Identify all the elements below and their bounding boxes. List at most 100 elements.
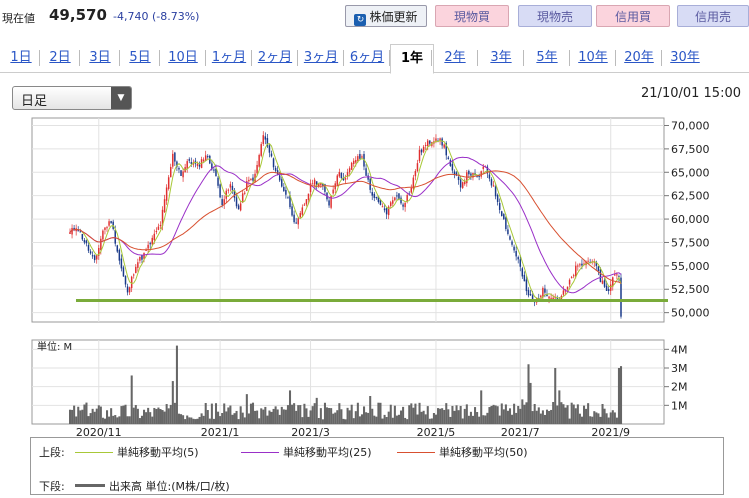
candle [406, 194, 408, 202]
volume-bar [299, 405, 302, 424]
volume-bar [157, 407, 160, 424]
candle [155, 231, 158, 233]
volume-bar [210, 403, 213, 424]
volume-bar [235, 410, 238, 424]
candle [449, 160, 452, 166]
volume-bar [391, 417, 394, 424]
tab-7[interactable]: 2ヶ月 [257, 50, 293, 65]
volume-bar [346, 407, 349, 424]
tab-separator [431, 50, 432, 66]
volume-bar [400, 410, 403, 424]
volume-bar [506, 410, 509, 424]
tab-1[interactable]: 1日 [10, 50, 32, 65]
cash-sell-button[interactable]: 現物売 [518, 5, 592, 27]
x-tick-label: 2020/11 [76, 426, 122, 437]
volume-bar [525, 402, 528, 424]
tab-6[interactable]: 1ヶ月 [211, 50, 247, 65]
volume-bar [434, 414, 438, 424]
candle [116, 245, 119, 252]
tab-11[interactable]: 2年 [444, 50, 466, 65]
price-label: 現在値 [2, 12, 35, 25]
volume-bar [180, 414, 183, 424]
candle [550, 297, 552, 299]
tab-8[interactable]: 3ヶ月 [303, 50, 339, 65]
candle [270, 153, 273, 157]
tab-5[interactable]: 10日 [168, 50, 198, 65]
candle [266, 138, 269, 147]
candle [496, 194, 499, 203]
candle [100, 238, 102, 251]
volume-bar [350, 404, 353, 424]
volume-bar [330, 408, 333, 424]
volume-bar [465, 404, 468, 424]
candle [620, 277, 622, 317]
tab-15[interactable]: 20年 [624, 50, 654, 65]
candle [570, 277, 573, 279]
candle [404, 202, 406, 208]
volume-bar [124, 404, 127, 424]
tab-13[interactable]: 5年 [536, 50, 558, 65]
tab-3[interactable]: 3日 [89, 50, 111, 65]
candle [102, 230, 104, 240]
candle [188, 159, 190, 161]
candle [513, 246, 515, 251]
volume-bar [182, 415, 185, 424]
candle [612, 277, 614, 287]
volume-bar [402, 406, 405, 424]
volume-bar [73, 405, 76, 424]
tab-separator [39, 50, 40, 66]
cash-buy-button[interactable]: 現物買 [435, 5, 509, 27]
x-tick-label: 2021/9 [591, 426, 630, 437]
candle [389, 202, 392, 206]
refresh-icon: ↻ [354, 14, 367, 26]
candle [141, 255, 143, 260]
candle [453, 171, 456, 175]
tab-12[interactable]: 3年 [490, 50, 512, 65]
volume-bar [204, 403, 207, 424]
volume-bar [519, 408, 522, 424]
candle [461, 182, 464, 188]
tab-10[interactable]: 1年 [390, 44, 434, 74]
candle [527, 290, 530, 296]
candle [252, 177, 254, 181]
volume-bar [527, 364, 530, 424]
candle [151, 237, 153, 245]
volume-bar [441, 408, 444, 424]
tab-separator [205, 50, 206, 66]
volume-bar [325, 407, 329, 424]
volume-bar [369, 396, 372, 424]
volume-bar [225, 411, 228, 424]
dropdown-arrow-icon[interactable]: ▼ [111, 87, 131, 109]
update-price-button[interactable]: ↻ 株価更新 [345, 5, 427, 27]
margin-sell-button[interactable]: 信用売 [677, 5, 749, 27]
volume-bar [159, 409, 162, 424]
interval-select[interactable]: 日足 ▼ [12, 86, 132, 110]
candle [217, 177, 219, 186]
candle [167, 177, 170, 189]
tab-2[interactable]: 2日 [49, 50, 71, 65]
volume-bar [476, 412, 479, 424]
volume-bar [143, 409, 146, 424]
volume-bar [309, 410, 312, 424]
tab-14[interactable]: 10年 [578, 50, 608, 65]
tab-separator [661, 50, 662, 66]
tab-9[interactable]: 6ヶ月 [349, 50, 385, 65]
volume-bar [595, 412, 598, 424]
candle [595, 261, 598, 266]
volume-bar [348, 410, 351, 424]
volume-bar [227, 407, 230, 424]
volume-bar [249, 403, 252, 424]
tab-16[interactable]: 30年 [670, 50, 700, 65]
candle [552, 297, 554, 300]
candle [260, 144, 262, 156]
price-tick-label: 52,500 [671, 283, 710, 296]
candle [566, 286, 569, 290]
candle [229, 184, 232, 188]
tab-4[interactable]: 5日 [129, 50, 151, 65]
ma5-line-icon [75, 452, 113, 453]
volume-bar [420, 411, 423, 424]
volume-bar [570, 402, 573, 424]
price-tick-label: 60,000 [671, 213, 710, 226]
margin-buy-button[interactable]: 信用買 [596, 5, 670, 27]
candle [219, 184, 221, 198]
